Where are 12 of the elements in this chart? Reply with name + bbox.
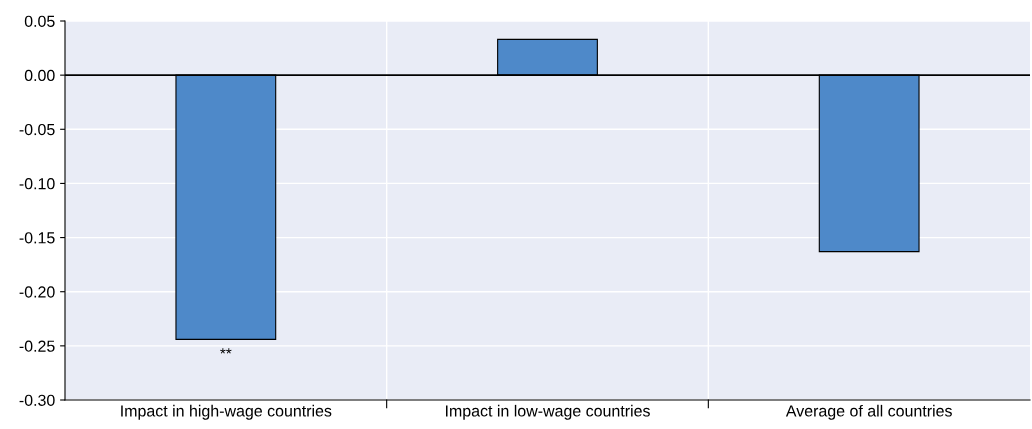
- y-tick-label: -0.20: [19, 286, 55, 298]
- y-tick-label: -0.05: [19, 123, 55, 136]
- x-tick-label: Average of all countries: [785, 404, 952, 420]
- x-tick-label: Impact in low-wage countries: [446, 404, 650, 420]
- y-tick-label: -0.15: [19, 232, 55, 244]
- y-tick-label: -0.30: [19, 394, 55, 406]
- annotation: **: [220, 348, 232, 354]
- y-tick-label: 0.05: [24, 15, 55, 27]
- y-tick-label: -0.10: [19, 178, 55, 190]
- y-tick-label: 0.00: [24, 69, 55, 82]
- y-tick-label: -0.25: [19, 340, 55, 352]
- x-tick-label: Impact in high-wage countries: [121, 404, 332, 420]
